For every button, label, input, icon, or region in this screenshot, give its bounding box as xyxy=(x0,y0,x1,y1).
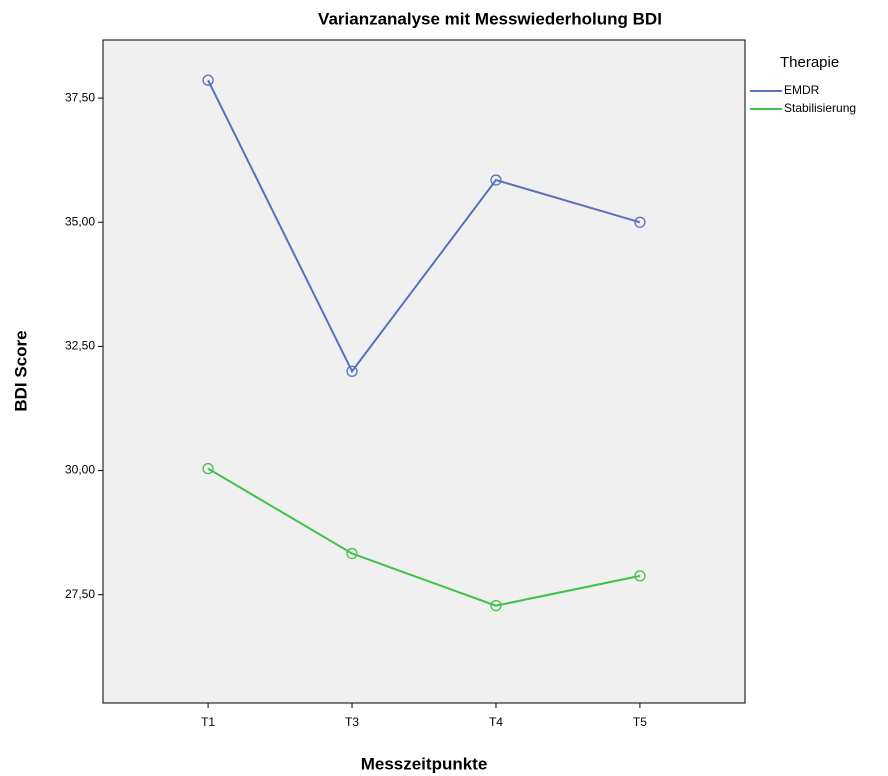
point xyxy=(202,74,214,86)
series-line xyxy=(207,79,641,374)
y-tick-label: 32,50 xyxy=(65,339,95,353)
x-tick-label: T4 xyxy=(489,715,503,729)
plot-area xyxy=(102,39,746,704)
point xyxy=(346,547,358,560)
point xyxy=(634,216,646,228)
x-tick-label: T1 xyxy=(201,715,215,729)
legend-title: Therapie xyxy=(780,54,839,71)
point xyxy=(202,462,214,475)
x-axis-title: Messzeitpunkte xyxy=(361,754,488,773)
x-tick-label: T5 xyxy=(633,715,647,729)
x-tick-label: T3 xyxy=(345,715,359,729)
y-tick-label: 35,00 xyxy=(65,214,95,228)
y-tick-label: 27,50 xyxy=(65,587,95,601)
y-axis-title: BDI Score xyxy=(11,330,30,411)
y-tick-label: 37,50 xyxy=(65,90,95,104)
legend-label: EMDR xyxy=(784,83,820,97)
point xyxy=(490,174,502,186)
chart-title: Varianzanalyse mit Messwiederholung BDI xyxy=(318,9,662,28)
point xyxy=(634,570,646,582)
series-line xyxy=(207,467,641,607)
legend-label: Stabilisierung xyxy=(784,101,856,115)
y-tick-label: 30,00 xyxy=(65,463,95,477)
point xyxy=(490,600,502,612)
point xyxy=(346,365,358,377)
